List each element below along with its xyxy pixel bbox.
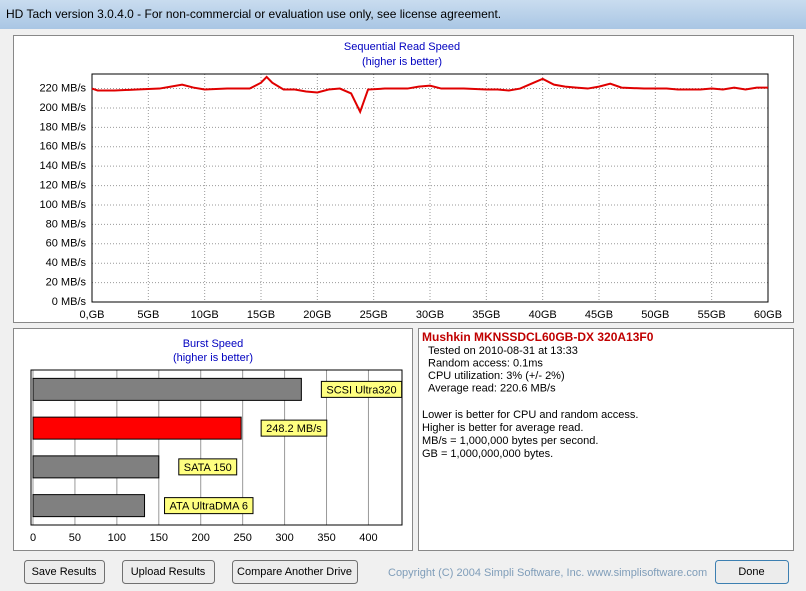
x-tick-label: 60GB [754, 309, 782, 321]
x-tick-label: 45GB [585, 309, 613, 321]
y-tick-label: 200 MB/s [40, 102, 87, 114]
drive-name: Mushkin MKNSSDCL60GB-DX 320A13F0 [422, 330, 654, 344]
button-label[interactable]: Compare Another Drive [237, 566, 352, 578]
label-box [178, 458, 238, 476]
button[interactable] [232, 560, 358, 584]
info-detail: Average read: 220.6 MB/s [428, 382, 556, 394]
bar-label: SATA 150 [184, 462, 232, 474]
x-tick-label: 50GB [641, 309, 669, 321]
window-title: HD Tach version 3.0.4.0 - For non-commer… [6, 7, 501, 21]
y-tick-label: 180 MB/s [40, 121, 87, 133]
button-label[interactable]: Upload Results [131, 566, 206, 578]
chart-title: Sequential Read Speed [344, 41, 460, 53]
copyright: Copyright (C) 2004 Simpli Software, Inc.… [388, 567, 707, 579]
plot-frame [30, 369, 403, 526]
info-note: MB/s = 1,000,000 bytes per second. [422, 435, 598, 447]
button[interactable] [715, 560, 789, 584]
y-tick-label: 100 MB/s [40, 199, 87, 211]
x-tick-label: 25GB [360, 309, 388, 321]
x-tick-label: 300 [275, 532, 293, 544]
x-tick-label: 100 [108, 532, 126, 544]
chart-title: Burst Speed [183, 338, 244, 350]
x-tick-label: 5GB [137, 309, 159, 321]
bar [32, 416, 242, 440]
title-bar [0, 0, 806, 29]
info-detail: CPU utilization: 3% (+/- 2%) [428, 370, 565, 382]
chart-subtitle: (higher is better) [362, 56, 442, 68]
y-tick-label: 160 MB/s [40, 141, 87, 153]
x-tick-label: 250 [233, 532, 251, 544]
x-tick-label: 0 [30, 532, 36, 544]
button-label[interactable]: Save Results [32, 566, 97, 578]
bar [32, 494, 146, 518]
y-tick-label: 20 MB/s [46, 277, 87, 289]
x-tick-label: 150 [150, 532, 168, 544]
y-tick-label: 0 MB/s [52, 296, 87, 308]
x-tick-label: 55GB [698, 309, 726, 321]
x-tick-label: 35GB [472, 309, 500, 321]
info-detail: Tested on 2010-08-31 at 13:33 [428, 345, 578, 357]
info-note: Higher is better for average read. [422, 422, 583, 434]
info-detail: Random access: 0.1ms [428, 357, 543, 369]
label-box [260, 419, 328, 437]
label-box [164, 497, 254, 515]
y-tick-label: 40 MB/s [46, 257, 87, 269]
y-tick-label: 140 MB/s [40, 160, 87, 172]
y-tick-label: 60 MB/s [46, 238, 87, 250]
x-tick-label: 10GB [191, 309, 219, 321]
y-tick-label: 220 MB/s [40, 82, 87, 94]
read-line [91, 75, 768, 115]
chart-subtitle: (higher is better) [173, 352, 253, 364]
y-tick-label: 80 MB/s [46, 218, 87, 230]
bar-label: ATA UltraDMA 6 [170, 501, 248, 513]
bar-label: SCSI Ultra320 [326, 384, 396, 396]
bar-label: 248.2 MB/s [266, 423, 322, 435]
button[interactable] [24, 560, 105, 584]
bar [32, 377, 302, 401]
info-note: GB = 1,000,000,000 bytes. [422, 448, 553, 460]
info-panel [418, 328, 794, 551]
read-panel [13, 35, 794, 323]
x-tick-label: 20GB [303, 309, 331, 321]
x-tick-label: 0,GB [79, 309, 104, 321]
label-box [320, 380, 403, 398]
x-tick-label: 40GB [529, 309, 557, 321]
x-tick-label: 15GB [247, 309, 275, 321]
y-tick-label: 120 MB/s [40, 179, 87, 191]
x-tick-label: 50 [69, 532, 81, 544]
x-tick-label: 30GB [416, 309, 444, 321]
info-note: Lower is better for CPU and random acces… [422, 409, 638, 421]
x-tick-label: 200 [192, 532, 210, 544]
bar [32, 455, 160, 479]
button-label[interactable]: Done [738, 566, 764, 578]
x-tick-label: 400 [359, 532, 377, 544]
button[interactable] [122, 560, 215, 584]
x-tick-label: 350 [317, 532, 335, 544]
plot-frame [91, 73, 769, 303]
